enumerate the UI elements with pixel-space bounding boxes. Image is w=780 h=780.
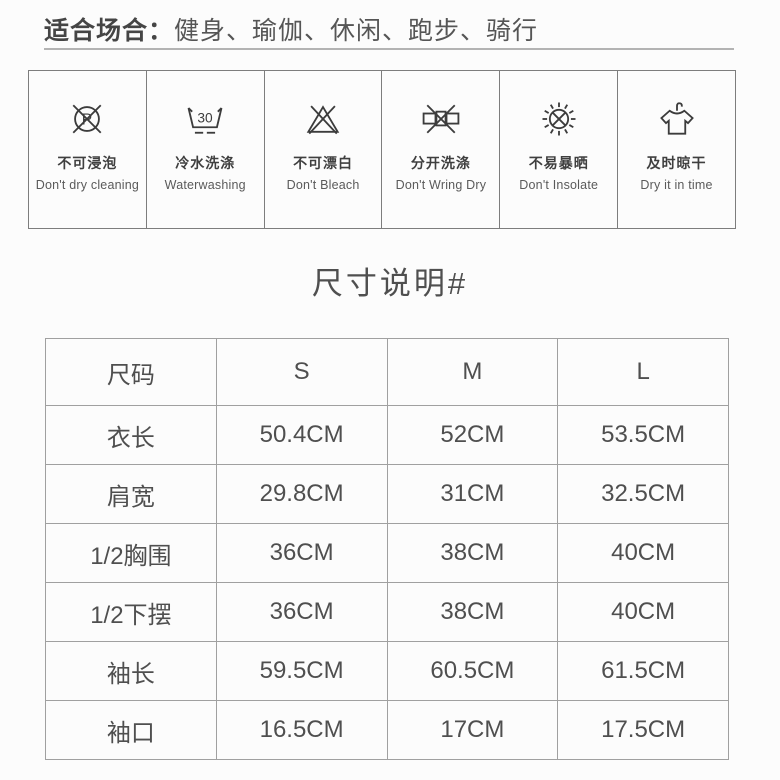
- measure-value: 32.5CM: [557, 464, 729, 524]
- care-cell-no-soak: P 不可浸泡 Don't dry cleaning: [29, 71, 146, 228]
- measure-value: 29.8CM: [215, 464, 388, 524]
- no-bleach-icon: [301, 97, 345, 141]
- measure-label: 袖长: [45, 641, 217, 701]
- measure-value: 61.5CM: [557, 641, 729, 701]
- measure-label: 衣长: [45, 405, 217, 465]
- care-instructions-strip: P 不可浸泡 Don't dry cleaning 30 冷水洗涤: [28, 70, 736, 229]
- care-label-zh: 分开洗涤: [410, 155, 471, 171]
- care-label-en: Waterwashing: [164, 178, 246, 192]
- care-label-zh: 不可漂白: [293, 155, 354, 171]
- occasions-header: 适合场合：健身、瑜伽、休闲、跑步、骑行: [44, 11, 538, 47]
- cold-wash-30-icon: 30: [183, 97, 227, 141]
- measure-value: 40CM: [557, 582, 729, 642]
- care-label-en: Don't Insolate: [519, 178, 599, 192]
- size-table-row: 袖长 59.5CM 60.5CM 61.5CM: [45, 641, 729, 701]
- no-soak-icon: P: [65, 97, 109, 141]
- care-label-en: Don't dry cleaning: [35, 178, 140, 192]
- size-table-row: 衣长 50.4CM 52CM 53.5CM: [45, 405, 729, 465]
- care-label-en: Dry it in time: [640, 178, 713, 192]
- measure-value: 16.5CM: [215, 700, 388, 760]
- occasions-list: 健身、瑜伽、休闲、跑步、骑行: [174, 17, 539, 45]
- care-cell-no-insolate: 不易暴晒 Don't Insolate: [499, 71, 617, 228]
- no-insolate-icon: [537, 97, 581, 141]
- measure-label: 袖口: [45, 700, 217, 760]
- measure-value: 31CM: [386, 464, 559, 524]
- care-label-zh: 冷水洗涤: [175, 155, 236, 171]
- svg-text:30: 30: [198, 111, 214, 126]
- measure-label: 1/2下摆: [45, 582, 217, 642]
- measure-value: 60.5CM: [386, 641, 559, 701]
- measure-value: 38CM: [386, 523, 559, 583]
- care-cell-hang-dry: 及时晾干 Dry it in time: [617, 71, 735, 228]
- size-table-row: 肩宽 29.8CM 31CM 32.5CM: [45, 464, 729, 524]
- care-cell-cold-wash: 30 冷水洗涤 Waterwashing: [145, 71, 264, 228]
- size-section-title: 尺寸说明#: [311, 266, 469, 301]
- no-wring-icon: [419, 97, 463, 141]
- size-table-row: 袖口 16.5CM 17CM 17.5CM: [45, 700, 729, 760]
- size-table: 尺码 S M L 衣长 50.4CM 52CM 53.5CM 肩宽 29.8CM…: [45, 338, 729, 760]
- measure-value: 36CM: [215, 523, 388, 583]
- size-table-row: 1/2胸围 36CM 38CM 40CM: [45, 523, 729, 583]
- size-col-header: L: [557, 338, 729, 406]
- measure-label: 1/2胸围: [45, 523, 217, 583]
- size-table-row: 1/2下摆 36CM 38CM 40CM: [45, 582, 729, 642]
- care-label-zh: 不可浸泡: [57, 155, 118, 171]
- measure-label: 肩宽: [45, 464, 217, 524]
- measure-value: 50.4CM: [215, 405, 388, 465]
- care-label-en: Don't Wring Dry: [395, 178, 487, 192]
- measure-value: 36CM: [215, 582, 388, 642]
- measure-value: 17.5CM: [557, 700, 729, 760]
- header-divider: [44, 48, 734, 50]
- hang-dry-icon: [655, 97, 699, 141]
- care-label-zh: 及时晾干: [646, 155, 707, 171]
- care-label-en: Don't Bleach: [286, 178, 360, 192]
- size-col-header: M: [386, 338, 559, 406]
- measure-value: 59.5CM: [215, 641, 388, 701]
- measure-value: 38CM: [386, 582, 559, 642]
- measure-value: 53.5CM: [557, 405, 729, 465]
- measure-value: 52CM: [386, 405, 559, 465]
- measure-value: 17CM: [386, 700, 559, 760]
- care-label-zh: 不易暴晒: [528, 155, 589, 171]
- measure-value: 40CM: [557, 523, 729, 583]
- care-cell-no-wring: 分开洗涤 Don't Wring Dry: [381, 71, 499, 228]
- care-cell-no-bleach: 不可漂白 Don't Bleach: [263, 71, 382, 228]
- size-col-header: S: [215, 338, 388, 406]
- size-col-header: 尺码: [45, 338, 217, 406]
- occasions-label: 适合场合：: [44, 17, 175, 45]
- size-table-header-row: 尺码 S M L: [45, 338, 729, 406]
